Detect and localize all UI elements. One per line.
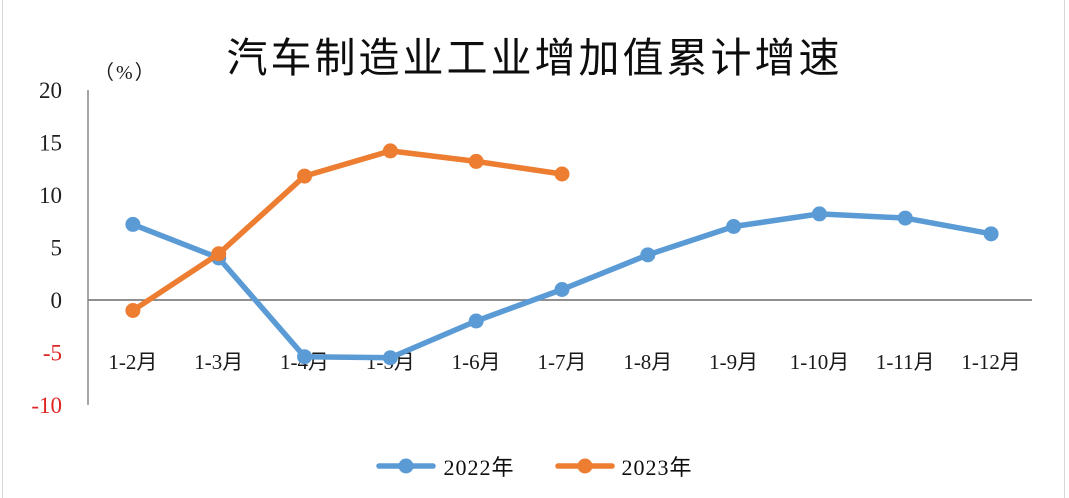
x-axis-label: 1-3月 — [194, 350, 243, 374]
data-point-2023年 — [554, 166, 570, 182]
x-axis-label: 1-11月 — [876, 350, 935, 374]
y-tick-label: 5 — [51, 236, 63, 261]
data-point-2022年 — [468, 313, 484, 329]
x-axis-label: 1-8月 — [623, 350, 672, 374]
y-tick-label: -10 — [31, 393, 62, 418]
data-point-2022年 — [811, 206, 827, 222]
x-axis-label: 1-10月 — [790, 350, 850, 374]
data-point-2023年 — [382, 143, 398, 159]
x-axis-label: 1-2月 — [108, 350, 157, 374]
data-point-2022年 — [554, 282, 570, 297]
legend: 2022年 2023年 — [0, 450, 1069, 482]
data-point-2022年 — [640, 247, 656, 263]
data-point-2022年 — [297, 349, 313, 365]
x-axis-label: 1-9月 — [709, 350, 758, 374]
y-axis-unit-label: （%） — [94, 62, 157, 84]
data-point-2022年 — [726, 219, 742, 234]
legend-marker-icon — [376, 458, 437, 474]
legend-label: 2022年 — [443, 455, 515, 480]
y-tick-label: 15 — [39, 131, 62, 156]
legend-item-2023年: 2023年 — [554, 450, 693, 482]
chart-title: 汽车制造业工业增加值累计增速 — [226, 35, 843, 81]
x-axis-label: 1-12月 — [961, 350, 1021, 374]
data-point-2023年 — [211, 246, 227, 262]
data-point-2023年 — [125, 303, 141, 318]
data-point-2023年 — [297, 168, 313, 184]
x-axis-label: 1-7月 — [538, 350, 587, 374]
data-point-2022年 — [983, 226, 999, 242]
left-edge-divider — [2, 0, 3, 498]
legend-marker-icon — [554, 458, 615, 474]
legend-label: 2023年 — [621, 455, 693, 480]
y-tick-label: 10 — [39, 183, 62, 208]
right-edge-divider — [1064, 0, 1065, 498]
y-tick-label: -5 — [43, 341, 62, 366]
data-point-2022年 — [125, 216, 141, 232]
data-point-2022年 — [382, 350, 398, 366]
legend-item-2022年: 2022年 — [376, 450, 514, 482]
series-line-2023年 — [130, 148, 565, 314]
data-point-2023年 — [468, 153, 484, 169]
data-point-2022年 — [897, 210, 913, 226]
x-axis-label: 1-6月 — [452, 350, 501, 374]
y-tick-label: 20 — [39, 78, 62, 103]
y-tick-label: 0 — [51, 288, 63, 313]
